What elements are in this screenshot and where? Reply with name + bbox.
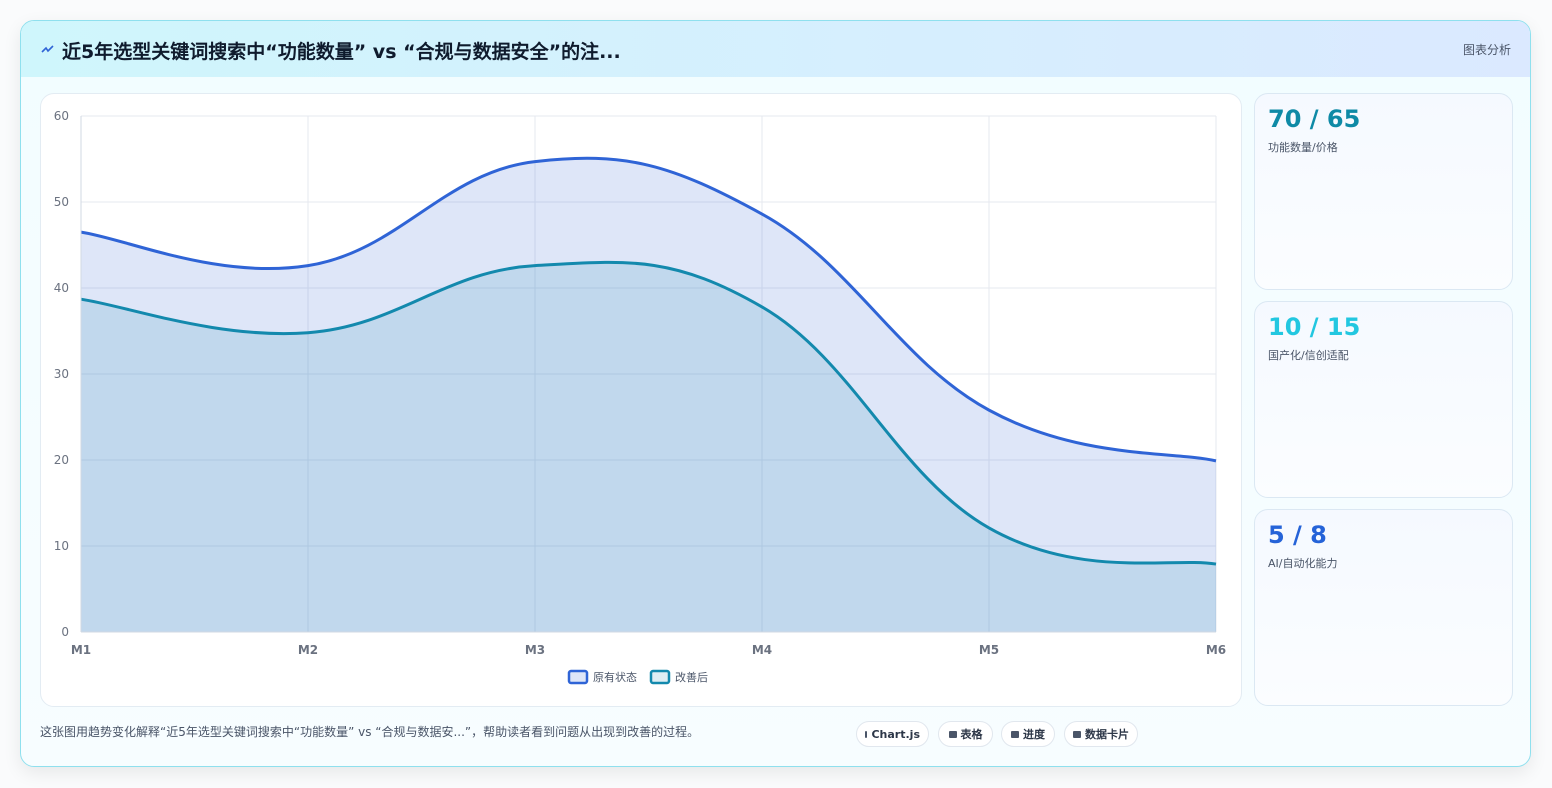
chart: 0 10 20 30 40 50 60 M1 M2 M3 M4 M5 M6 原有状态 改善后 [54,109,1226,685]
header-icon [41,45,54,53]
legend-label[interactable]: 原有状态 [593,670,637,684]
pill-label: 进度 [1023,728,1045,741]
area-fill [81,158,1216,632]
tag: 图表分析 [1462,43,1511,57]
y-tick-label: 10 [54,539,69,553]
pill-label: Chart.js [871,727,920,741]
footer-text: 这张图用趋势变化解释“近5年选型关键词搜索中“功能数量” vs “合规与数据安.… [40,725,700,739]
y-tick-label: 60 [54,109,69,123]
legend-swatch[interactable] [649,669,671,685]
legend-swatch[interactable] [567,669,589,685]
pill-label: 表格 [960,728,983,741]
y-tick-label: 30 [54,367,69,381]
x-tick-label: M1 [71,643,91,657]
pill[interactable]: 进度 [1001,721,1055,747]
pill-icon [1011,730,1019,738]
card: 近5年选型关键词搜索中“功能数量” vs “合规与数据安全”的注... 图表分析… [20,20,1531,767]
pill-icon [948,730,957,738]
y-tick-label: 20 [54,453,69,467]
stat-label: 功能数量/价格 [1268,141,1338,154]
y-tick-label: 50 [54,195,69,209]
stat-card: 10 / 15 国产化/信创适配 [1254,301,1513,498]
stat-value: 5 / 8 [1268,521,1327,549]
stat-label: 国产化/信创适配 [1268,349,1349,362]
x-tick-label: M5 [979,643,999,657]
stat-label: AI/自动化能力 [1268,557,1338,570]
y-tick-label: 0 [61,625,69,639]
stat-card: 5 / 8 AI/自动化能力 [1254,509,1513,706]
stat-value: 10 / 15 [1268,313,1361,341]
pill-icon [865,730,868,738]
area-fill [81,262,1216,632]
chart-panel: 0 10 20 30 40 50 60 M1 M2 M3 M4 M5 M6 原有状态 改善后 [40,93,1242,707]
title: 近5年选型关键词搜索中“功能数量” vs “合规与数据安全”的注... [62,41,621,63]
line [80,260,1217,566]
x-tick-label: M2 [298,643,318,657]
pill-icon [1073,730,1081,738]
stat-value: 70 / 65 [1268,105,1361,133]
pill-label: 数据卡片 [1085,728,1129,741]
pill[interactable]: Chart.js [856,721,929,747]
stat-card: 70 / 65 功能数量/价格 [1254,93,1513,290]
line [80,156,1217,463]
x-tick-label: M6 [1206,643,1226,657]
x-tick-label: M3 [525,643,545,657]
x-tick-label: M4 [752,643,772,657]
pill[interactable]: 表格 [938,721,993,747]
pill[interactable]: 数据卡片 [1064,721,1138,747]
y-tick-label: 40 [54,281,69,295]
header: 近5年选型关键词搜索中“功能数量” vs “合规与数据安全”的注... 图表分析 [21,21,1530,77]
legend-label[interactable]: 改善后 [675,670,708,684]
